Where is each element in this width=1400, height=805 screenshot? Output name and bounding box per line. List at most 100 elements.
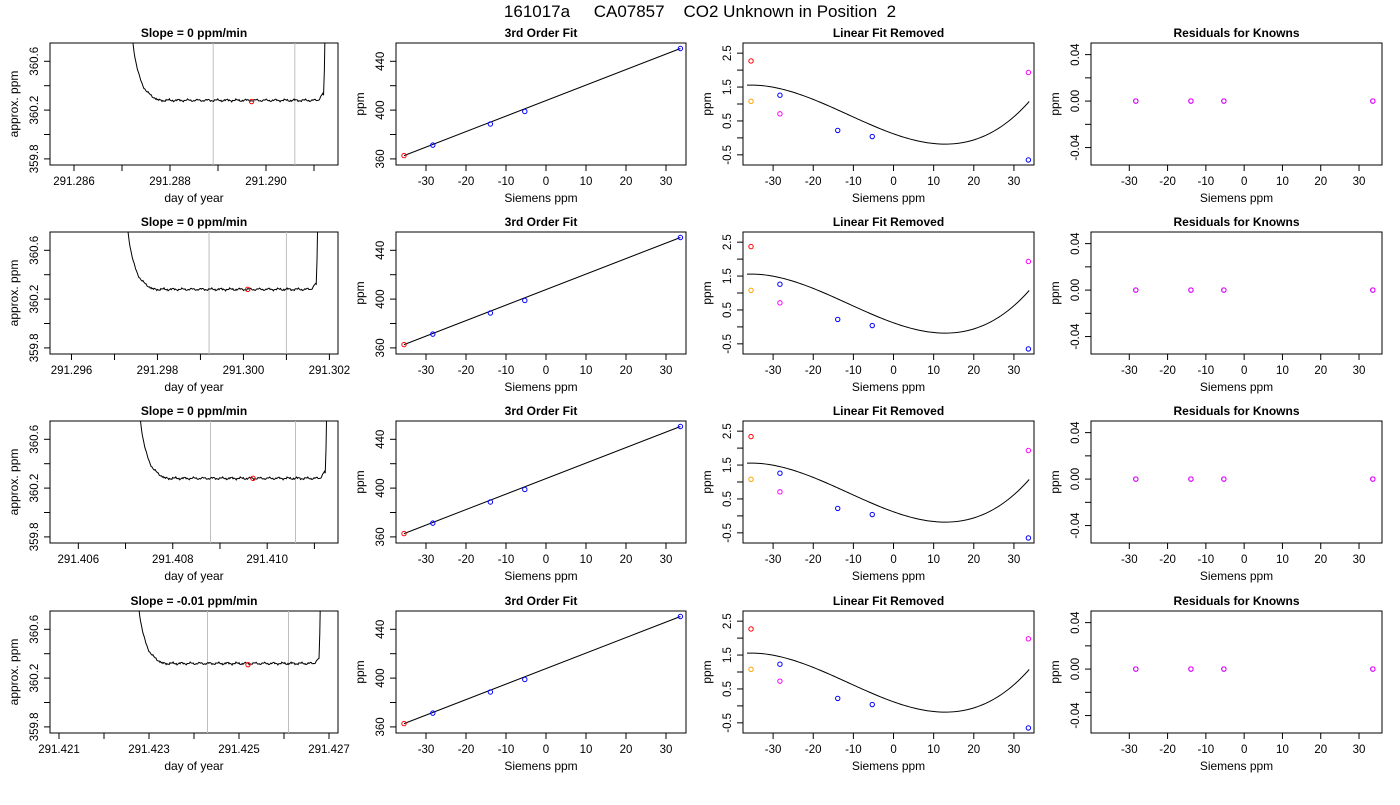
orange-point: [748, 476, 754, 482]
x-tick-label: 10: [580, 744, 593, 756]
plot-area: [747, 58, 1032, 163]
x-tick-label: -10: [498, 176, 515, 188]
y-axis-label: ppm: [700, 660, 714, 683]
x-tick-label: 291.427: [308, 744, 350, 756]
x-axis-label: Siemens ppm: [852, 759, 925, 773]
y-axis-label: ppm: [700, 470, 714, 493]
x-tick-label: -20: [1159, 365, 1176, 377]
panel-title: 3rd Order Fit: [505, 404, 578, 418]
y-tick-label: 0.00: [1070, 279, 1082, 301]
magenta-point: [777, 300, 783, 306]
x-axis-label: day of year: [164, 191, 223, 205]
residual-point-overlay: [1221, 476, 1227, 482]
x-tick-label: 30: [1353, 176, 1366, 188]
y-tick-label: 359.8: [29, 145, 41, 174]
residual-point-overlay: [1133, 287, 1139, 293]
x-tick-label: -20: [458, 744, 475, 756]
x-tick-label: 0: [1241, 365, 1247, 377]
x-tick-label: 30: [1353, 365, 1366, 377]
y-tick-label: 1.5: [722, 79, 734, 95]
x-tick-label: 30: [1353, 554, 1366, 566]
residual-point-overlay: [1188, 666, 1194, 672]
unknown-point: [401, 152, 407, 159]
residual-point-overlay: [1221, 98, 1227, 104]
y-axis-label: approx. ppm: [7, 260, 21, 327]
plot-frame: [395, 231, 687, 355]
panel-title: Slope = 0 ppm/min: [141, 26, 247, 40]
x-tick-label: 20: [620, 176, 633, 188]
x-tick-label: 0: [890, 176, 896, 188]
y-tick-label: 2.5: [722, 423, 734, 439]
y-tick-label: 440: [375, 241, 387, 260]
unknown-point: [748, 433, 754, 440]
plot-frame: [1090, 42, 1383, 166]
y-tick-label: -0.5: [722, 145, 734, 165]
residual-point-overlay: [1133, 666, 1139, 672]
panel-title: Slope = 0 ppm/min: [141, 404, 247, 418]
x-tick-label: -10: [1198, 744, 1215, 756]
y-tick-label: 360.6: [29, 236, 41, 265]
x-tick-label: 0: [1241, 176, 1247, 188]
y-tick-label: 0.5: [722, 113, 734, 129]
residual-point-overlay: [1370, 476, 1376, 482]
plot-frame: [49, 42, 339, 166]
unknown-point: [748, 58, 754, 64]
plot-frame: [49, 610, 339, 734]
panel: Linear Fit Removed -30 -20 -10 0 10 20 30 -0.5 0.…: [700, 594, 1035, 773]
x-tick-label: 291.406: [58, 554, 100, 566]
plot-area: [139, 421, 327, 543]
plot-frame: [49, 420, 339, 544]
panel: Residuals for Knowns -30 -20 -10 0 10 20 30 -0.0…: [1048, 26, 1383, 205]
x-axis-label: Siemens ppm: [1200, 191, 1273, 205]
unknown-point: [748, 626, 754, 632]
x-tick-label: -30: [418, 744, 435, 756]
concentration-trace: [132, 43, 326, 103]
x-tick-label: -10: [845, 744, 862, 756]
y-tick-label: 0.00: [1070, 658, 1082, 680]
x-tick-label: 30: [1008, 176, 1021, 188]
x-tick-label: 20: [620, 554, 633, 566]
x-tick-label: -20: [458, 176, 475, 188]
x-tick-label: 291.423: [128, 744, 170, 756]
plot-area: [401, 45, 684, 159]
x-tick-label: 291.298: [137, 365, 179, 377]
x-tick-label: 30: [1008, 744, 1021, 756]
x-tick-label: 20: [967, 176, 980, 188]
y-tick-label: 2.5: [722, 613, 734, 629]
y-tick-label: 360.2: [29, 664, 41, 693]
plot-area: [401, 613, 684, 727]
panel-title: Linear Fit Removed: [833, 26, 944, 40]
x-tick-label: 10: [1276, 176, 1289, 188]
y-tick-label: -0.04: [1070, 702, 1082, 729]
panel-title: 3rd Order Fit: [505, 26, 578, 40]
y-tick-label: -0.5: [722, 523, 734, 543]
y-tick-label: 400: [375, 101, 387, 120]
y-axis-label: ppm: [353, 470, 367, 493]
y-tick-label: 360.6: [29, 615, 41, 644]
x-tick-label: 20: [620, 744, 633, 756]
known-point: [430, 142, 436, 148]
x-tick-label: 0: [1241, 744, 1247, 756]
y-tick-label: 359.8: [29, 713, 41, 742]
known-point: [677, 234, 684, 241]
plot-frame: [395, 610, 687, 734]
unknown-mean-point: [245, 286, 251, 293]
plot-frame: [742, 610, 1035, 734]
x-tick-label: 30: [1008, 554, 1021, 566]
x-axis-label: Siemens ppm: [504, 759, 577, 773]
y-tick-label: -0.5: [722, 334, 734, 354]
plot-frame: [1090, 610, 1383, 734]
plot-frame: [49, 231, 339, 355]
x-tick-label: 0: [543, 554, 549, 566]
panel: 3rd Order Fit -30 -20 -10 0 10 20 30 360 400 440 Si…: [353, 594, 687, 773]
y-tick-label: 0.5: [722, 302, 734, 318]
x-tick-label: 10: [927, 365, 940, 377]
known-point: [835, 505, 841, 512]
magenta-point: [1025, 69, 1032, 76]
known-point: [777, 281, 783, 287]
y-tick-label: 0.5: [722, 681, 734, 697]
cubic-curve: [747, 462, 1030, 523]
known-point: [487, 310, 494, 316]
x-tick-label: -10: [845, 554, 862, 566]
